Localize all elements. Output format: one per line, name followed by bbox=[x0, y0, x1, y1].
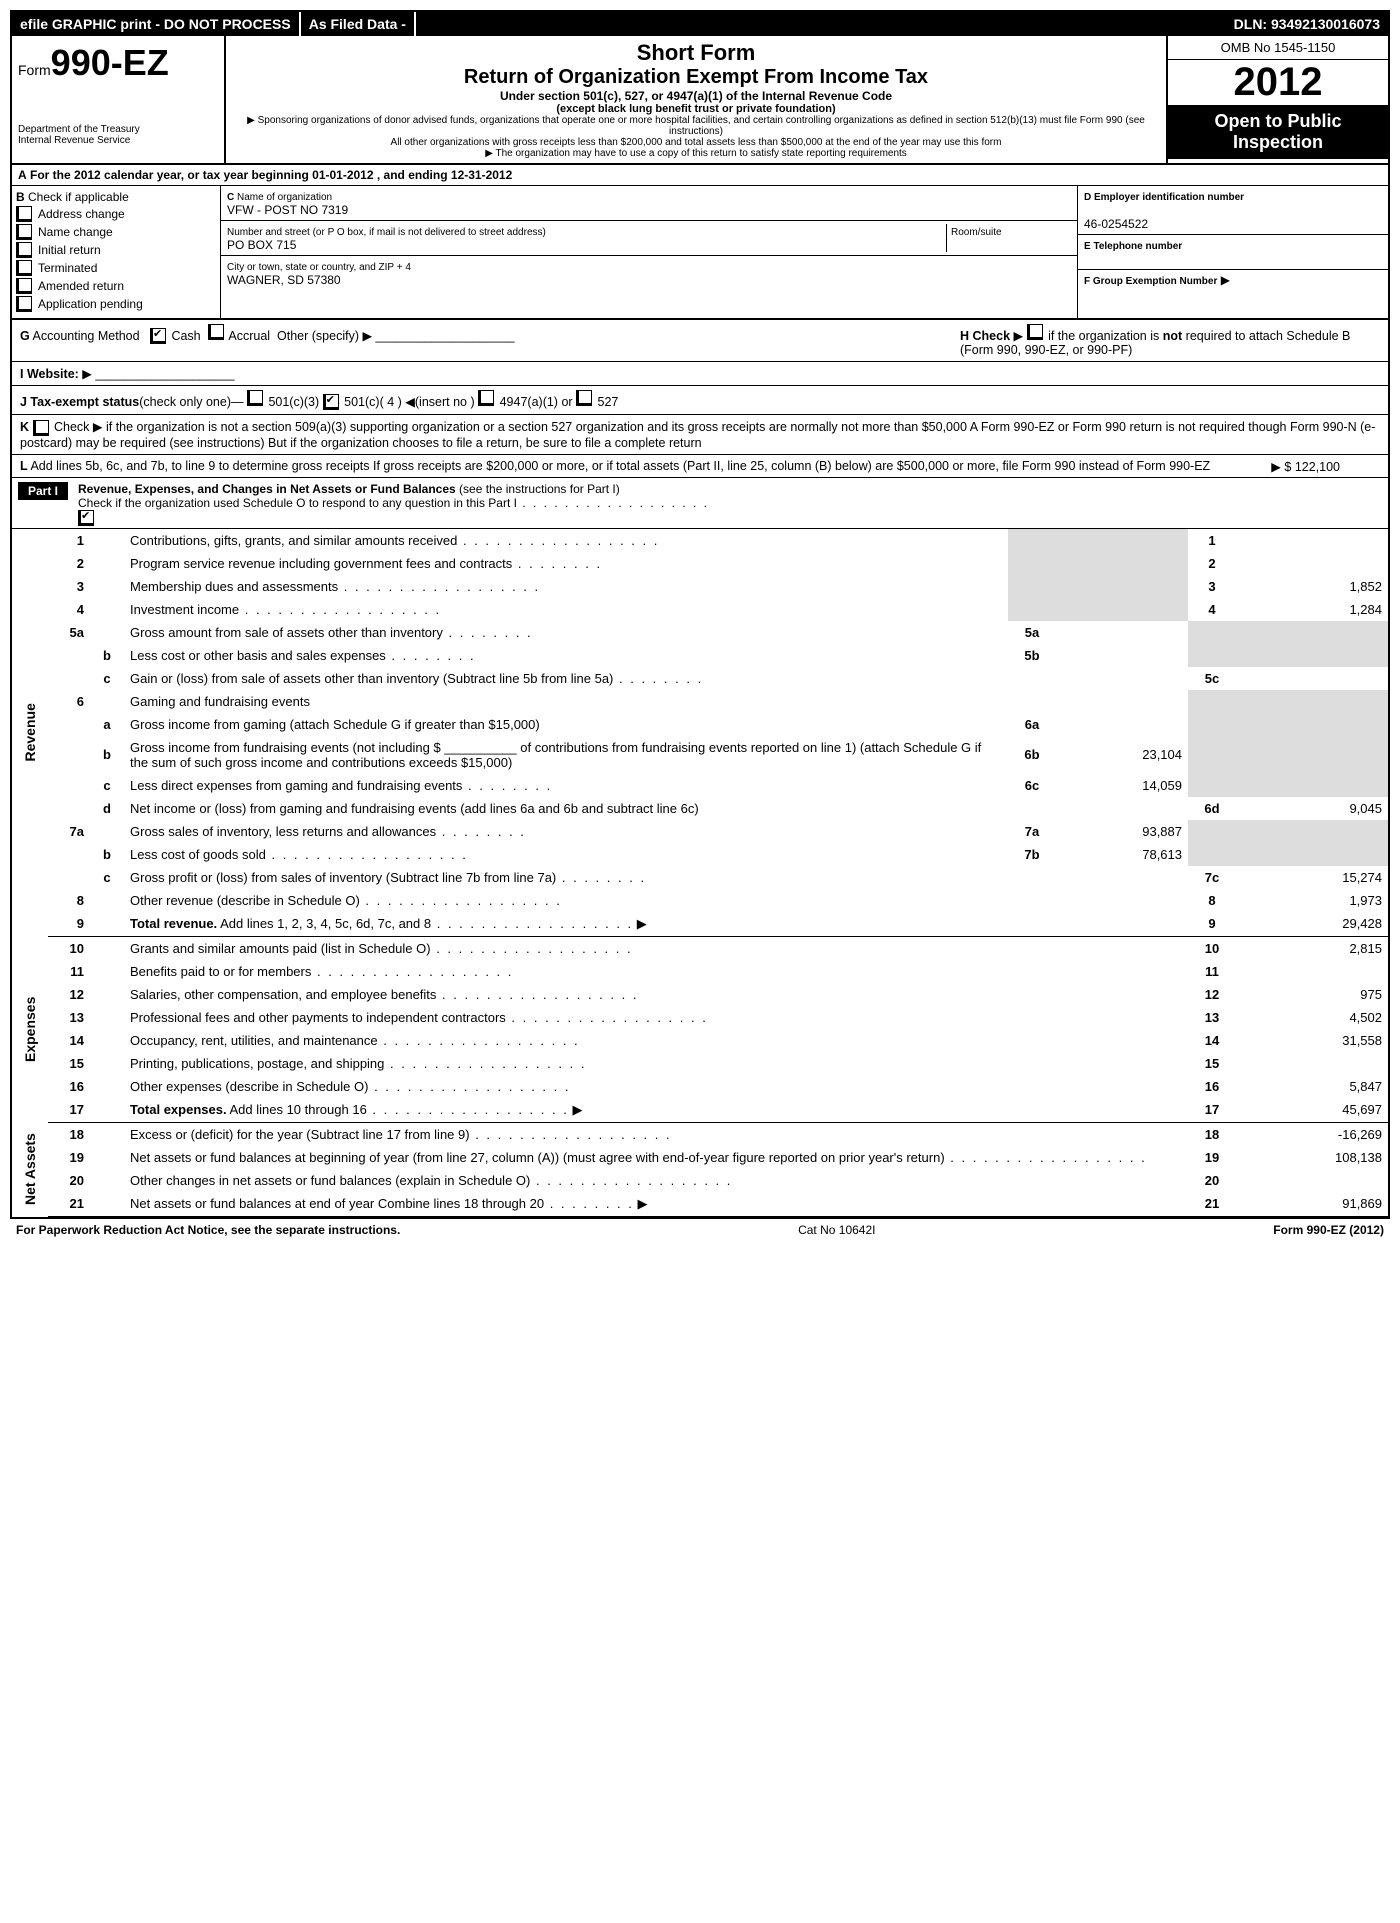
dept-treasury: Department of the Treasury bbox=[18, 124, 218, 135]
open-public: Open to Public Inspection bbox=[1168, 105, 1388, 159]
val-18: -16,269 bbox=[1236, 1122, 1388, 1146]
val-14: 31,558 bbox=[1236, 1029, 1388, 1052]
cb-501c[interactable] bbox=[323, 394, 339, 410]
tax-year: 2012 bbox=[1168, 60, 1388, 105]
header-left: Form990-EZ Department of the Treasury In… bbox=[12, 36, 226, 163]
ein: 46-0254522 bbox=[1084, 217, 1148, 231]
dln: DLN: 93492130016073 bbox=[1226, 12, 1388, 36]
val-16: 5,847 bbox=[1236, 1075, 1388, 1098]
val-1 bbox=[1236, 529, 1388, 552]
dept-irs: Internal Revenue Service bbox=[18, 135, 218, 146]
row-j: J Tax-exempt status(check only one)— 501… bbox=[12, 386, 1388, 415]
row-a: A For the 2012 calendar year, or tax yea… bbox=[12, 165, 1388, 186]
cb-schedule-o[interactable] bbox=[78, 510, 94, 526]
side-expenses: Expenses bbox=[12, 936, 48, 1122]
form-header: Form990-EZ Department of the Treasury In… bbox=[12, 36, 1388, 165]
top-bar: efile GRAPHIC print - DO NOT PROCESS As … bbox=[12, 12, 1388, 36]
val-5c bbox=[1236, 667, 1388, 690]
page-footer: For Paperwork Reduction Act Notice, see … bbox=[10, 1219, 1390, 1241]
col-d: D Employer identification number 46-0254… bbox=[1077, 186, 1388, 318]
val-7c: 15,274 bbox=[1236, 866, 1388, 889]
val-13: 4,502 bbox=[1236, 1006, 1388, 1029]
subtitle-1: Under section 501(c), 527, or 4947(a)(1)… bbox=[234, 89, 1158, 103]
cb-pending[interactable]: Application pending bbox=[16, 296, 216, 312]
val-11 bbox=[1236, 960, 1388, 983]
row-l: L Add lines 5b, 6c, and 7b, to line 9 to… bbox=[12, 455, 1388, 478]
cb-k[interactable] bbox=[33, 420, 49, 436]
cb-527[interactable] bbox=[576, 390, 592, 406]
val-4: 1,284 bbox=[1236, 598, 1388, 621]
row-g-h: G Accounting Method Cash Accrual Other (… bbox=[12, 320, 1388, 362]
short-form-label: Short Form bbox=[234, 40, 1158, 66]
footer-mid: Cat No 10642I bbox=[798, 1223, 875, 1237]
part-1-header: Part I Revenue, Expenses, and Changes in… bbox=[12, 478, 1388, 529]
cb-cash[interactable] bbox=[150, 328, 166, 344]
val-2 bbox=[1236, 552, 1388, 575]
form-title: Return of Organization Exempt From Incom… bbox=[234, 66, 1158, 89]
val-8: 1,973 bbox=[1236, 889, 1388, 912]
footer-left: For Paperwork Reduction Act Notice, see … bbox=[16, 1223, 400, 1237]
val-19: 108,138 bbox=[1236, 1146, 1388, 1169]
val-10: 2,815 bbox=[1236, 936, 1388, 960]
col-c: C Name of organization VFW - POST NO 731… bbox=[221, 186, 1077, 318]
note-3: The organization may have to use a copy … bbox=[234, 148, 1158, 159]
row-k: K Check ▶ if the organization is not a s… bbox=[12, 415, 1388, 455]
section-bcd: B Check if applicable Address change Nam… bbox=[12, 186, 1388, 320]
cb-address-change[interactable]: Address change bbox=[16, 206, 216, 222]
val-6d: 9,045 bbox=[1236, 797, 1388, 820]
header-mid: Short Form Return of Organization Exempt… bbox=[226, 36, 1166, 163]
cb-sched-b[interactable] bbox=[1027, 324, 1043, 340]
cb-4947[interactable] bbox=[478, 390, 494, 406]
cb-501c3[interactable] bbox=[247, 390, 263, 406]
header-right: OMB No 1545-1150 2012 Open to Public Ins… bbox=[1166, 36, 1388, 163]
cb-terminated[interactable]: Terminated bbox=[16, 260, 216, 276]
cb-amended[interactable]: Amended return bbox=[16, 278, 216, 294]
val-21: 91,869 bbox=[1236, 1192, 1388, 1217]
org-city: WAGNER, SD 57380 bbox=[227, 273, 341, 287]
val-17: 45,697 bbox=[1236, 1098, 1388, 1123]
val-6c: 14,059 bbox=[1056, 774, 1188, 797]
note-2: All other organizations with gross recei… bbox=[234, 137, 1158, 148]
val-3: 1,852 bbox=[1236, 575, 1388, 598]
cb-accrual[interactable] bbox=[208, 324, 224, 340]
cb-name-change[interactable]: Name change bbox=[16, 224, 216, 240]
side-net-assets: Net Assets bbox=[12, 1122, 48, 1216]
row-i: I Website: ▶ ____________________ bbox=[12, 362, 1388, 386]
part-badge: Part I bbox=[18, 482, 68, 500]
val-6b: 23,104 bbox=[1056, 736, 1188, 774]
cb-initial-return[interactable]: Initial return bbox=[16, 242, 216, 258]
val-20 bbox=[1236, 1169, 1388, 1192]
note-1: Sponsoring organizations of donor advise… bbox=[234, 115, 1158, 137]
side-revenue: Revenue bbox=[12, 529, 48, 937]
lines-table: Revenue 1 Contributions, gifts, grants, … bbox=[12, 529, 1388, 1217]
subtitle-2: (except black lung benefit trust or priv… bbox=[234, 103, 1158, 115]
org-name: VFW - POST NO 7319 bbox=[227, 203, 348, 217]
val-9: 29,428 bbox=[1236, 912, 1388, 937]
form-number: Form990-EZ bbox=[18, 42, 218, 84]
as-filed: As Filed Data - bbox=[301, 12, 416, 36]
gross-receipts: $ 122,100 bbox=[1284, 460, 1340, 474]
efile-notice: efile GRAPHIC print - DO NOT PROCESS bbox=[12, 12, 301, 36]
form-container: efile GRAPHIC print - DO NOT PROCESS As … bbox=[10, 10, 1390, 1219]
omb-number: OMB No 1545-1150 bbox=[1168, 36, 1388, 60]
col-b: B Check if applicable Address change Nam… bbox=[12, 186, 221, 318]
val-7a: 93,887 bbox=[1056, 820, 1188, 843]
val-7b: 78,613 bbox=[1056, 843, 1188, 866]
val-15 bbox=[1236, 1052, 1388, 1075]
val-12: 975 bbox=[1236, 983, 1388, 1006]
org-street: PO BOX 715 bbox=[227, 238, 296, 252]
footer-right: Form 990-EZ (2012) bbox=[1273, 1223, 1384, 1237]
